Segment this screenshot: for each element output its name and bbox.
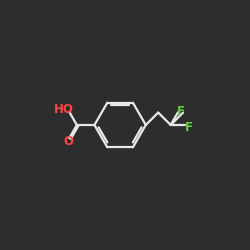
Text: F: F <box>185 122 193 134</box>
Text: F: F <box>177 105 185 118</box>
Text: O: O <box>63 135 73 148</box>
Text: HO: HO <box>54 103 74 116</box>
